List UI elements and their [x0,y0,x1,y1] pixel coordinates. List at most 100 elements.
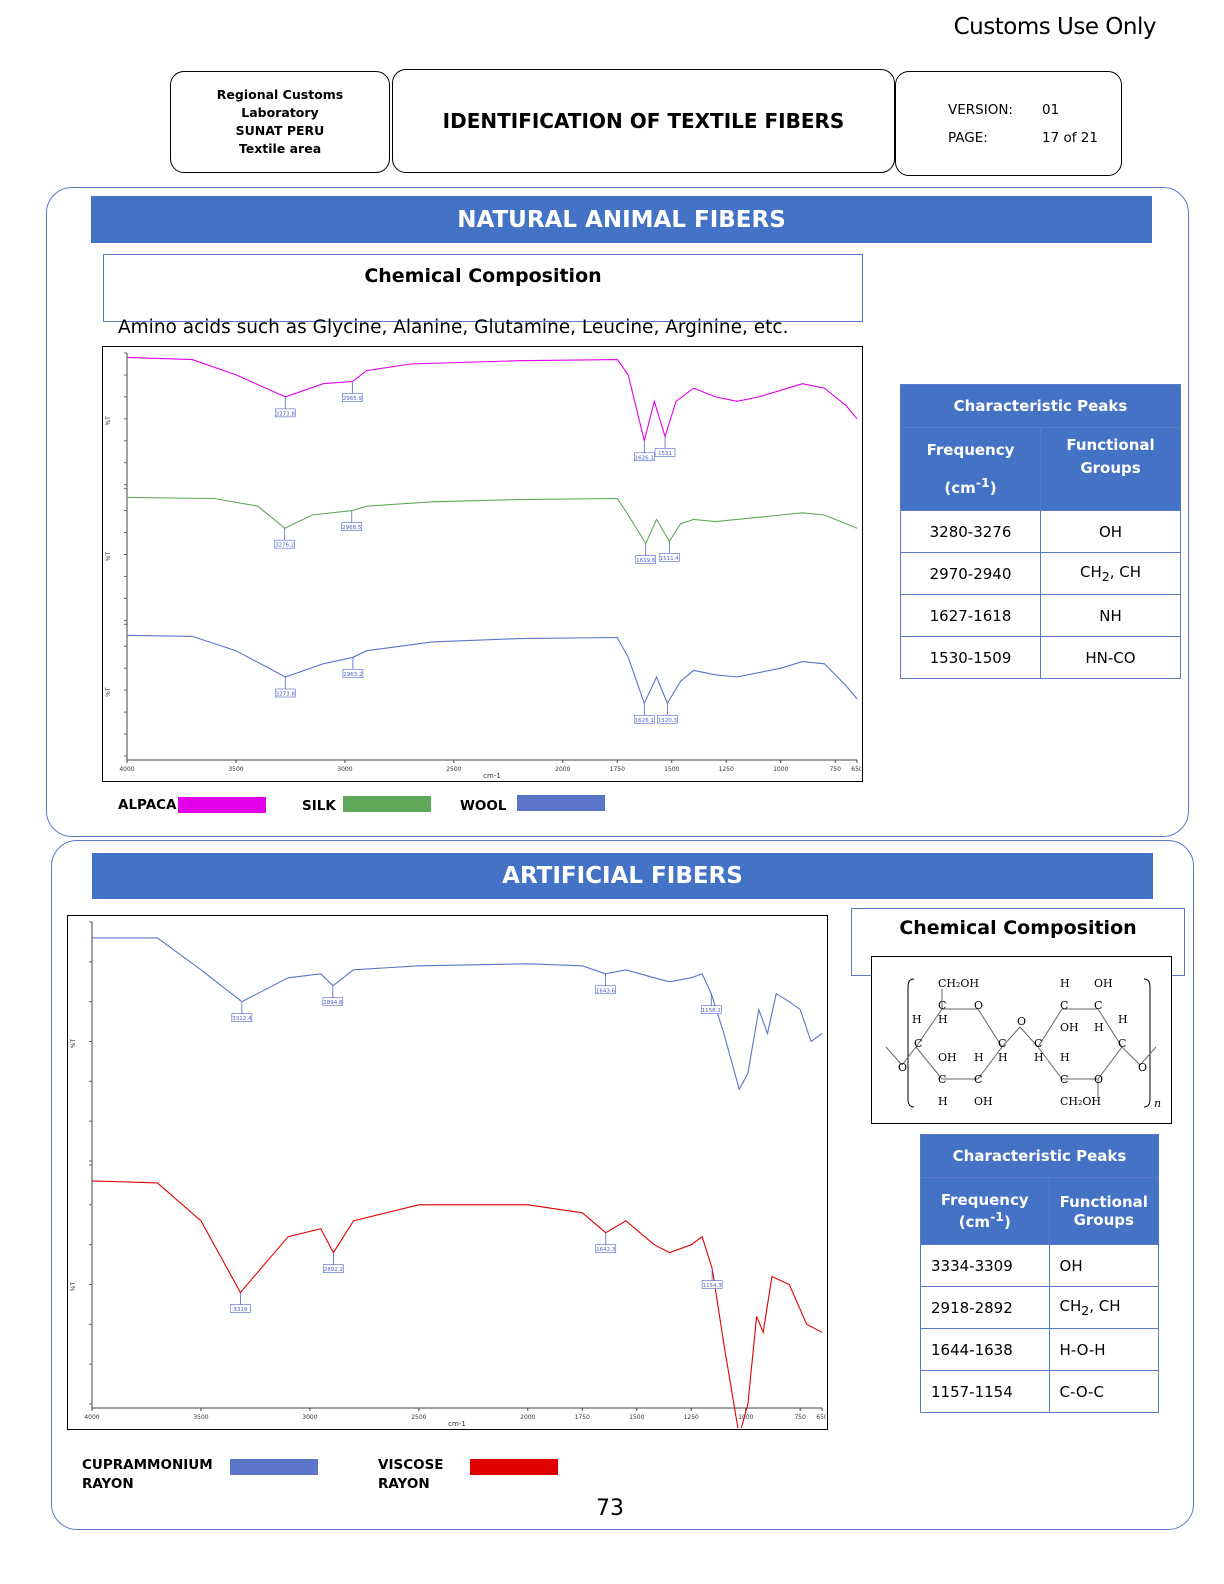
legend-swatch-alpaca [178,797,266,813]
legend-label-wool: WOOL [460,798,507,814]
legend-swatch-silk [343,796,431,812]
svg-text:C: C [1060,1073,1068,1086]
peak-label-box [342,393,363,402]
frequency-unit: (cm-1) [958,1209,1011,1231]
y-axis-label: %T [70,1038,77,1048]
peaks-col-groups: Functional Groups [1040,427,1181,511]
frequency-unit: (cm-1) [944,475,997,497]
frequency-label: Frequency [926,441,1015,459]
x-tick-label: 4000 [84,1414,99,1421]
peak-frequency: 1157-1154 [920,1370,1050,1413]
legend-swatch-viscose [470,1459,558,1475]
svg-text:C: C [914,1037,922,1050]
x-axis-label: cm-1 [448,1420,466,1428]
peak-label-box [342,668,364,678]
natural-peaks-table: Characteristic Peaks Frequency (cm-1) Fu… [900,384,1181,679]
x-tick-label: 750 [794,1414,806,1421]
artificial-fibers-panel [51,840,1194,1530]
x-tick-label: 1750 [610,766,625,773]
svg-text:C: C [1034,1037,1042,1050]
x-tick-label: 1500 [664,766,679,773]
x-tick-label: 1000 [738,1414,753,1421]
spectrum-line [91,1180,823,1437]
natural-chem-text: Amino acids such as Glycine, Alanine, Gl… [118,317,789,338]
peak-frequency: 3280-3276 [900,510,1041,553]
artificial-fibers-banner: ARTIFICIAL FIBERS [92,853,1153,899]
svg-text:C: C [1060,999,1068,1012]
peak-label-box [658,553,680,562]
peak-label-box [341,522,363,531]
svg-text:C: C [998,1037,1006,1050]
version-value: 01 [1042,101,1060,118]
svg-text:O: O [974,999,983,1012]
peak-label: 1154.3 [702,1283,722,1289]
peak-group: CH2, CH [1048,1286,1160,1329]
peaks-title: Characteristic Peaks [900,384,1181,428]
peak-label-box [633,452,655,462]
svg-text:C: C [938,999,946,1012]
x-tick-label: 2500 [411,1414,426,1421]
artificial-ftir-spectrum: 4000 3500 3000 2500 2000 1750 1500 1250 1000 750 6… [67,915,828,1437]
peak-label-box [231,1013,253,1022]
peak-label-box [274,539,296,549]
svg-text:H: H [1118,1013,1128,1026]
customs-use-only: Customs Use Only [953,14,1157,40]
svg-text:O: O [1138,1061,1147,1074]
svg-text:OH: OH [974,1095,993,1108]
x-tick-label: 1750 [575,1414,590,1421]
version-label: VERSION: [948,101,1013,118]
peaks-title: Characteristic Peaks [920,1134,1159,1178]
lab-line: SUNAT PERU [235,123,325,138]
svg-text:C: C [1118,1037,1126,1050]
svg-text:OH: OH [1094,977,1113,990]
x-tick-label: 2500 [446,766,461,773]
peak-label-box [635,555,657,564]
artificial-peaks-table: Characteristic Peaks Frequency (cm-1) Fu… [920,1134,1160,1413]
peak-label: 1158.2 [702,1008,721,1014]
peak-label-box [274,688,296,698]
svg-text:H: H [938,1095,948,1108]
page-number: 73 [596,1496,624,1521]
peak-label-box [633,715,655,724]
x-axis-label: cm-1 [483,772,501,780]
peak-label-box [595,985,616,995]
x-tick-label: 1000 [773,766,788,773]
peak-group: HN-CO [1040,636,1181,679]
svg-text:OH: OH [1060,1021,1079,1034]
legend-label-cuprammonium: CUPRAMMONIUM RAYON [82,1457,213,1492]
svg-text:C: C [938,1073,946,1086]
peak-frequency: 1530-1509 [900,636,1041,679]
peak-label-box [701,1280,723,1289]
peak-label-box [700,1005,722,1014]
lab-info-box: Regional Customs Laboratory SUNAT PERU T… [170,71,390,173]
peak-label-box [230,1304,251,1313]
peak-label: 2968.5 [342,525,362,531]
svg-text:H: H [1060,977,1070,990]
svg-text:CH₂OH: CH₂OH [938,977,979,990]
natural-fibers-banner: NATURAL ANIMAL FIBERS [91,196,1152,243]
svg-text:H: H [1034,1051,1044,1064]
x-tick-label: 650 [851,766,861,773]
peak-group: OH [1040,510,1181,553]
spectrum-line [92,937,823,1091]
peak-label-box [323,1264,344,1273]
page-label: PAGE: [948,129,988,146]
peak-label-box [274,408,296,418]
peak-label: 3319 [233,1307,247,1313]
peak-label: 2894.8 [323,1000,343,1006]
peak-group: CH2, CH [1040,552,1181,595]
svg-text:CH₂OH: CH₂OH [1060,1095,1101,1108]
peak-label: 1531 [658,451,672,457]
legend-label-silk: SILK [302,798,336,814]
spectrum-line [126,496,858,545]
peak-label: 2963.2 [343,672,362,678]
x-tick-label: 3500 [228,766,243,773]
x-tick-label: 1500 [629,1414,644,1421]
svg-text:n: n [1154,1097,1161,1110]
lab-line: Regional Customs [216,87,344,102]
y-axis-label: %T [105,416,112,426]
x-tick-label: 2000 [520,1414,535,1421]
peak-label: 3312.4 [232,1016,252,1022]
legend-label-alpaca: ALPACA [118,797,177,813]
